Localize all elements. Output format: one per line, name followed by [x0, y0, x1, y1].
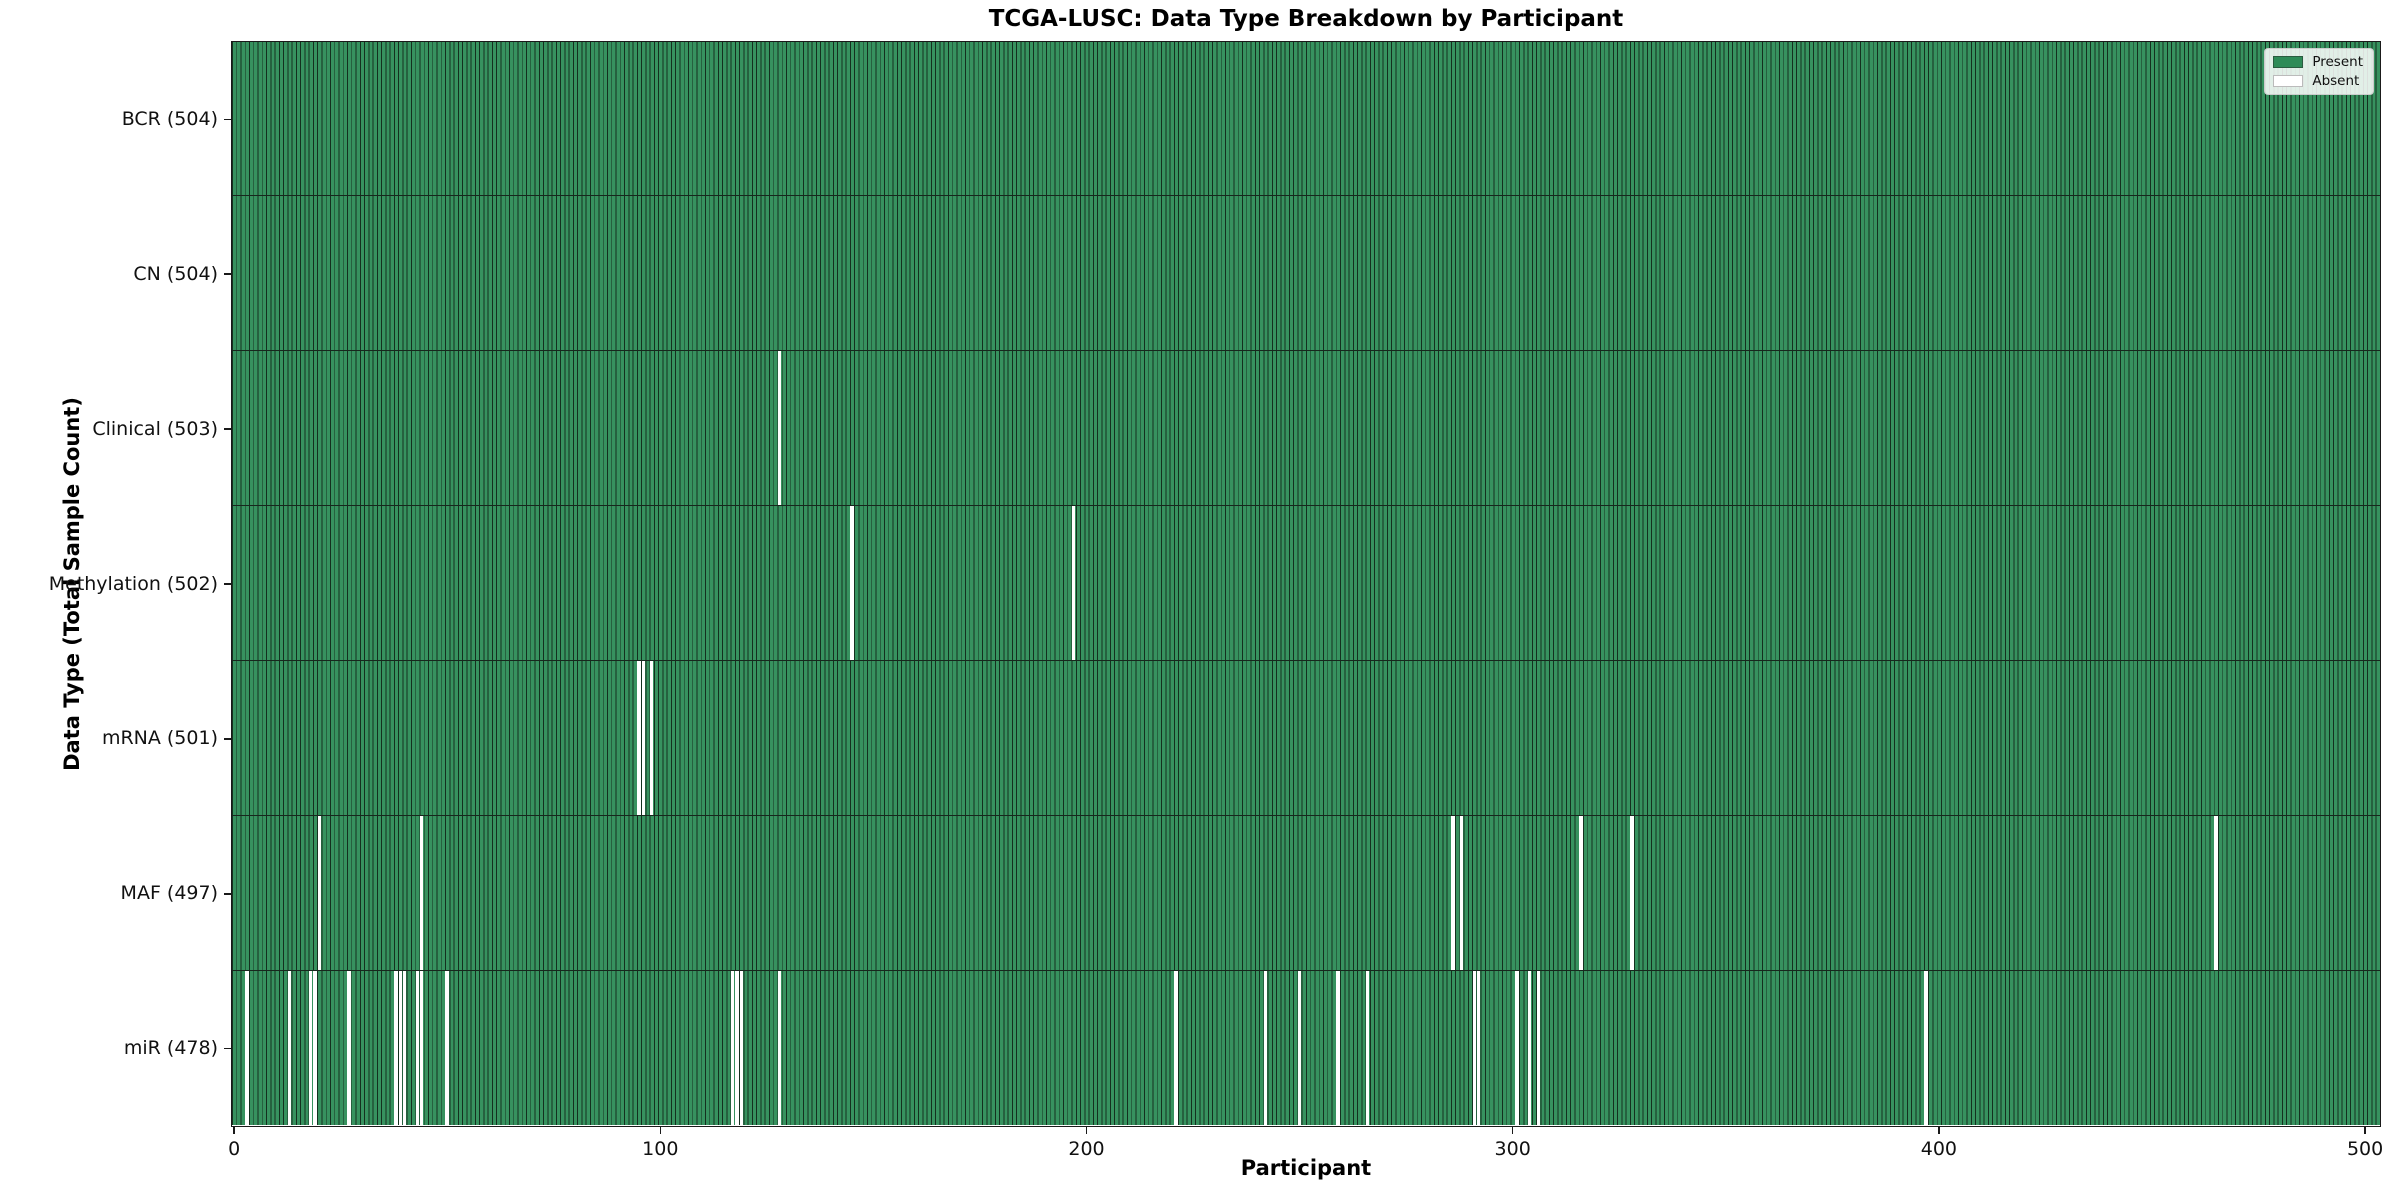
y-tick-mark-mrna — [224, 738, 232, 740]
datatype-row-mrna — [231, 660, 2380, 816]
absent-mark-mir-292 — [1476, 970, 1481, 1126]
absent-mark-mir-18 — [309, 970, 313, 1126]
absent-mark-maf-288 — [1459, 815, 1464, 970]
y-tick-mark-methylation — [224, 583, 232, 585]
y-tick-mark-clinical — [224, 428, 232, 430]
y-tick-mark-cn — [224, 273, 232, 276]
absent-mark-mir-38 — [394, 970, 398, 1126]
absent-mark-mir-221 — [1174, 970, 1178, 1126]
absent-mark-maf-328 — [1630, 815, 1634, 970]
absent-mark-mrna-98 — [650, 660, 654, 815]
y-tick-label-maf: MAF (497) — [120, 882, 218, 905]
legend-entry-present: Present — [2273, 55, 2363, 69]
absent-mark-mir-128 — [777, 970, 782, 1126]
x-tick-label-0: 0 — [228, 1138, 241, 1160]
datatype-row-methylation — [231, 506, 2380, 661]
datatype-row-mir — [231, 970, 2380, 1126]
chart-title: TCGA-LUSC: Data Type Breakdown by Partic… — [988, 6, 1624, 32]
absent-mark-maf-44 — [419, 815, 424, 970]
absent-mark-mir-117 — [731, 970, 735, 1126]
x-tick-label-500: 500 — [2346, 1138, 2384, 1160]
absent-mark-mir-242 — [1263, 970, 1268, 1126]
absent-mark-mir-50 — [445, 970, 449, 1126]
x-tick-label-400: 400 — [1920, 1138, 1958, 1160]
absent-mark-maf-20 — [317, 815, 321, 970]
absent-mark-mir-301 — [1515, 970, 1519, 1126]
absent-mark-mir-44 — [419, 970, 424, 1126]
absent-mark-mir-3 — [245, 970, 249, 1126]
absent-mark-mir-40 — [402, 970, 407, 1126]
x-tick-mark-300 — [1511, 1126, 1514, 1134]
legend-entry-absent: Absent — [2273, 74, 2363, 88]
y-tick-label-clinical: Clinical (503) — [92, 417, 218, 440]
y-tick-label-mir: miR (478) — [123, 1037, 218, 1060]
y-tick-mark-mir — [224, 1047, 232, 1050]
y-tick-label-cn: CN (504) — [133, 262, 218, 285]
absent-mark-mir-118 — [735, 970, 739, 1126]
x-tick-mark-500 — [2364, 1126, 2366, 1134]
absent-mark-mir-43 — [415, 970, 420, 1126]
y-tick-label-methylation: Methylation (502) — [48, 572, 218, 595]
absent-mark-mir-306 — [1536, 970, 1540, 1126]
datatype-row-bcr — [231, 41, 2380, 197]
datatype-row-cn — [231, 196, 2380, 352]
y-tick-mark-bcr — [224, 118, 232, 121]
absent-mark-mir-266 — [1366, 970, 1370, 1126]
datatype-row-maf — [231, 815, 2380, 971]
absent-mark-mir-397 — [1924, 970, 1928, 1126]
legend: Present Absent — [2264, 48, 2374, 95]
absent-mark-methylation-197 — [1071, 506, 1076, 660]
x-tick-mark-100 — [659, 1126, 662, 1134]
x-tick-mark-0 — [233, 1126, 235, 1134]
absent-mark-mir-119 — [739, 970, 743, 1126]
x-tick-mark-200 — [1085, 1126, 1088, 1134]
absent-mark-mir-39 — [398, 970, 402, 1126]
absent-swatch-icon — [2273, 75, 2304, 87]
legend-label-present: Present — [2312, 54, 2363, 70]
absent-mark-mir-259 — [1336, 970, 1340, 1126]
x-axis-label: Participant — [1240, 1156, 1372, 1180]
absent-mark-mir-19 — [313, 970, 317, 1126]
absent-mark-mrna-95 — [637, 660, 641, 815]
y-tick-mark-maf — [224, 892, 232, 895]
absent-mark-clinical-128 — [777, 351, 782, 506]
y-tick-label-bcr: BCR (504) — [121, 107, 218, 130]
x-tick-label-100: 100 — [642, 1138, 679, 1160]
absent-mark-maf-316 — [1579, 815, 1583, 970]
absent-mark-mir-291 — [1472, 970, 1476, 1126]
absent-mark-mir-13 — [287, 970, 292, 1126]
plot-area — [230, 40, 2381, 1127]
x-tick-mark-400 — [1938, 1126, 1940, 1134]
absent-mark-mir-27 — [347, 970, 351, 1126]
present-swatch-icon — [2273, 56, 2304, 68]
absent-mark-maf-465 — [2214, 815, 2218, 970]
absent-mark-methylation-145 — [850, 506, 854, 660]
x-tick-label-200: 200 — [1068, 1138, 1105, 1160]
y-tick-label-mrna: mRNA (501) — [101, 727, 218, 750]
absent-mark-mrna-96 — [641, 660, 645, 815]
x-tick-label-300: 300 — [1494, 1138, 1531, 1160]
absent-mark-maf-286 — [1451, 815, 1455, 970]
datatype-row-clinical — [231, 351, 2380, 507]
absent-mark-mir-304 — [1528, 970, 1532, 1126]
absent-mark-mir-250 — [1297, 970, 1302, 1126]
legend-label-absent: Absent — [2312, 73, 2360, 89]
